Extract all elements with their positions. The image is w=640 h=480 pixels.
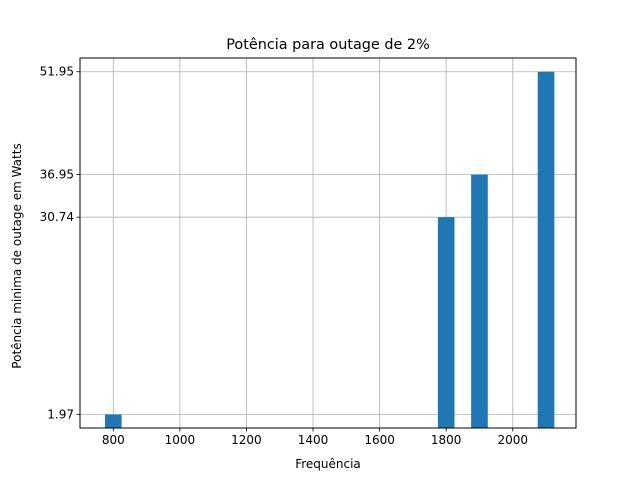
x-tick-label: 1400 xyxy=(298,433,329,447)
chart-title: Potência para outage de 2% xyxy=(226,37,430,53)
y-tick-label: 36.95 xyxy=(40,168,74,182)
x-tick-label: 800 xyxy=(102,433,125,447)
bar xyxy=(537,71,555,429)
y-axis-label: Potência minima de outage em Watts xyxy=(10,143,24,368)
x-axis-label: Frequência xyxy=(295,457,361,471)
y-axis-ticks: 1.97 30.74 36.95 51.95 xyxy=(40,65,80,421)
bar xyxy=(437,217,455,428)
y-tick-label: 30.74 xyxy=(40,210,74,224)
x-tick-label: 1800 xyxy=(431,433,462,447)
x-tick-label: 1600 xyxy=(364,433,395,447)
x-tick-label: 1200 xyxy=(231,433,262,447)
y-tick-label: 1.97 xyxy=(47,407,74,421)
y-tick-label: 51.95 xyxy=(40,65,74,79)
bar xyxy=(104,414,122,428)
x-tick-label: 1000 xyxy=(165,433,196,447)
x-tick-label: 2000 xyxy=(497,433,528,447)
bar xyxy=(471,174,488,428)
x-axis-ticks: 800 1000 1200 1400 1600 1800 2000 xyxy=(102,428,528,447)
grid xyxy=(80,58,576,428)
bars xyxy=(104,71,555,429)
plot-frame xyxy=(79,57,577,429)
